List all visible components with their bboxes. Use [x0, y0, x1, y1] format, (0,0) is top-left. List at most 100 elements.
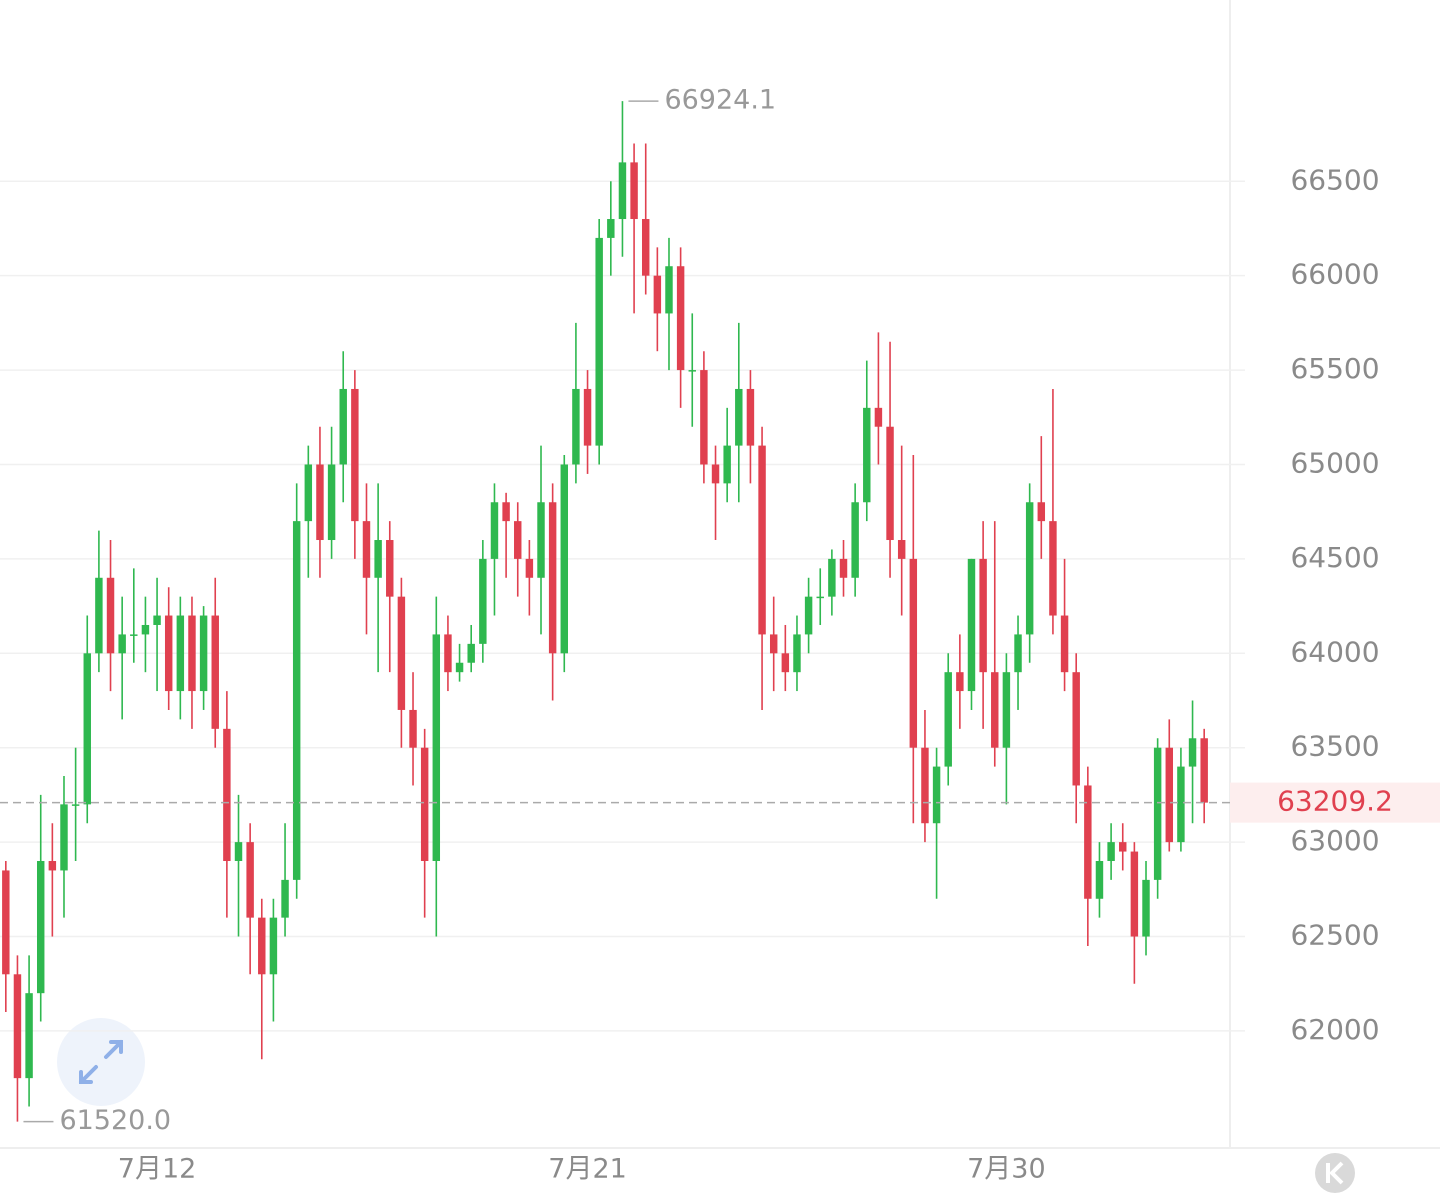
candle-body [374, 540, 382, 578]
candle-body [769, 634, 778, 654]
candle-body [1084, 785, 1092, 899]
candle-body [258, 917, 266, 975]
candle-body [490, 502, 499, 559]
k-icon [1326, 1161, 1344, 1185]
candle-body [816, 596, 824, 599]
candle-body [1200, 738, 1208, 803]
candle-body [304, 464, 313, 522]
y-tick-label: 65500 [1290, 352, 1379, 385]
candle-body [351, 388, 359, 522]
candle-body [25, 993, 33, 1079]
candle-body [828, 558, 836, 597]
candle-body [409, 709, 417, 748]
y-tick-label: 62000 [1290, 1013, 1379, 1046]
candle-body [502, 502, 510, 522]
candle-body [327, 464, 336, 541]
y-tick-label: 63000 [1290, 824, 1379, 857]
candle-body [1153, 747, 1162, 880]
candle-body [432, 634, 441, 861]
candle-body [1002, 672, 1011, 748]
candle-body [956, 672, 964, 692]
candle-body [36, 861, 45, 994]
y-tick-label: 64500 [1290, 541, 1379, 574]
candle-body [199, 615, 208, 692]
candle-body [1037, 502, 1046, 522]
candle-body [281, 879, 289, 918]
high-label: 66924.1 [664, 85, 776, 116]
candle-body [316, 464, 324, 541]
candle-body [48, 861, 57, 871]
candle-body [921, 747, 929, 824]
candle-body [514, 521, 522, 559]
candle-body [1130, 851, 1139, 937]
y-tick-label: 64000 [1290, 635, 1379, 668]
k-bg [1315, 1153, 1355, 1193]
k-button[interactable] [1315, 1153, 1355, 1193]
candle-body [164, 615, 173, 692]
candle-body [292, 521, 301, 880]
candle-body [1119, 842, 1127, 852]
candle-body [537, 502, 545, 578]
candle-body [141, 624, 150, 635]
candle-body [572, 388, 580, 465]
expand-button[interactable] [57, 1018, 145, 1106]
x-tick-label: 7月30 [967, 1154, 1046, 1185]
candle-body [723, 445, 731, 484]
candle-body [1049, 521, 1057, 616]
y-tick-label: 62500 [1290, 919, 1379, 952]
candle-body [851, 502, 859, 578]
candle-body [874, 407, 883, 427]
candle-body [1188, 738, 1197, 767]
candle-body [607, 219, 615, 238]
candle-body [83, 653, 91, 805]
low-label: 61520.0 [59, 1105, 171, 1136]
candle-body [560, 464, 569, 654]
candle-body [223, 728, 231, 861]
candle-body [641, 219, 650, 276]
candle-body [700, 370, 708, 465]
y-tick-label: 65000 [1290, 446, 1379, 479]
candle-body [979, 558, 987, 673]
candle-body [688, 370, 696, 372]
candle-body [1107, 842, 1115, 861]
candle-body [269, 917, 278, 975]
candle-body [839, 558, 848, 578]
candle-body [444, 634, 452, 673]
candle-body [1095, 861, 1104, 899]
x-tick-label: 7月21 [548, 1154, 627, 1185]
candle-body [886, 426, 894, 541]
candle-body [130, 634, 138, 636]
candle-body [665, 266, 673, 314]
candle-body [932, 766, 941, 824]
candle-body [1014, 634, 1022, 673]
y-tick-label: 66500 [1290, 163, 1379, 196]
candle-body [95, 577, 103, 654]
x-tick-label: 7月12 [118, 1154, 197, 1185]
candle-body [653, 275, 662, 314]
candle-body [991, 672, 999, 748]
candle-body [897, 540, 906, 559]
candle-body [188, 615, 196, 692]
candle-body [467, 643, 475, 663]
candle-body [13, 974, 22, 1079]
candle-body [630, 162, 638, 220]
candle-body [583, 388, 592, 446]
candle-body [525, 558, 534, 578]
candle-body [455, 662, 464, 673]
candle-body [339, 388, 347, 465]
expand-icon [79, 1040, 123, 1084]
candle-body [386, 540, 394, 597]
candle-body [746, 388, 755, 446]
y-tick-label: 63500 [1290, 730, 1379, 763]
candle-body [944, 672, 952, 767]
candle-body [420, 747, 429, 861]
candle-body [60, 804, 68, 871]
candle-body [1060, 615, 1069, 673]
candle-body [711, 464, 720, 484]
candle-body [397, 596, 406, 710]
candle-body [234, 842, 243, 861]
candle-body [909, 558, 918, 748]
candle-body [793, 634, 801, 673]
candle-body [71, 804, 80, 806]
